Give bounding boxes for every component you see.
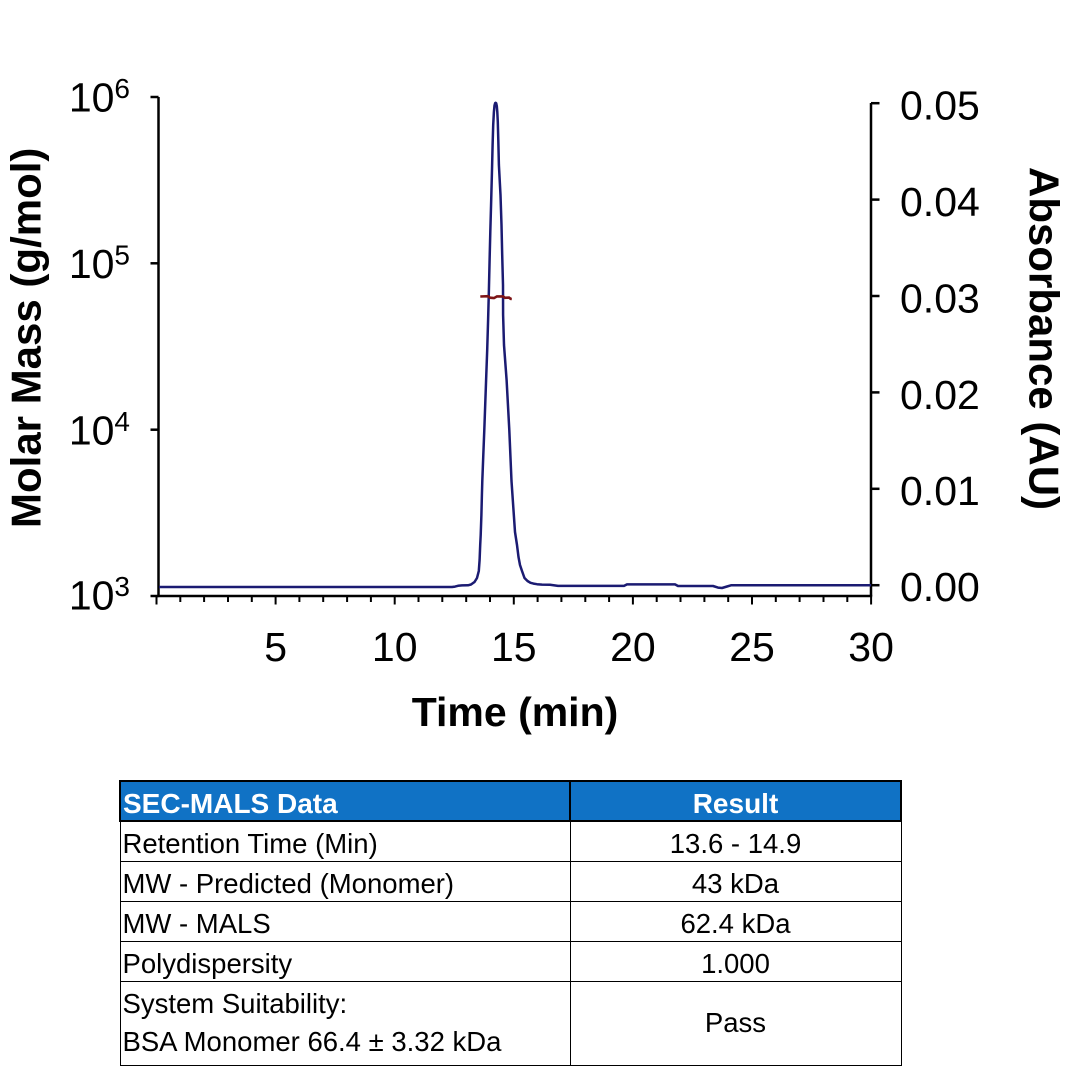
svg-text:25: 25 xyxy=(729,624,775,670)
svg-text:Time (min): Time (min) xyxy=(412,689,619,735)
svg-text:30: 30 xyxy=(848,624,894,670)
svg-text:5: 5 xyxy=(264,624,287,670)
svg-text:20: 20 xyxy=(610,624,656,670)
svg-text:0.01: 0.01 xyxy=(900,468,980,514)
svg-text:10: 10 xyxy=(372,624,418,670)
svg-text:15: 15 xyxy=(491,624,537,670)
svg-text:Absorbance (AU): Absorbance (AU) xyxy=(1021,167,1068,510)
svg-text:105: 105 xyxy=(69,239,130,287)
svg-text:0.03: 0.03 xyxy=(900,275,980,321)
svg-text:0.02: 0.02 xyxy=(900,372,980,418)
svg-text:Molar Mass (g/mol): Molar Mass (g/mol) xyxy=(3,148,50,528)
svg-text:0.00: 0.00 xyxy=(900,564,980,610)
svg-text:0.05: 0.05 xyxy=(900,83,980,129)
svg-text:103: 103 xyxy=(69,571,130,619)
svg-text:104: 104 xyxy=(69,406,130,454)
svg-text:106: 106 xyxy=(69,73,130,121)
svg-text:0.04: 0.04 xyxy=(900,179,980,225)
